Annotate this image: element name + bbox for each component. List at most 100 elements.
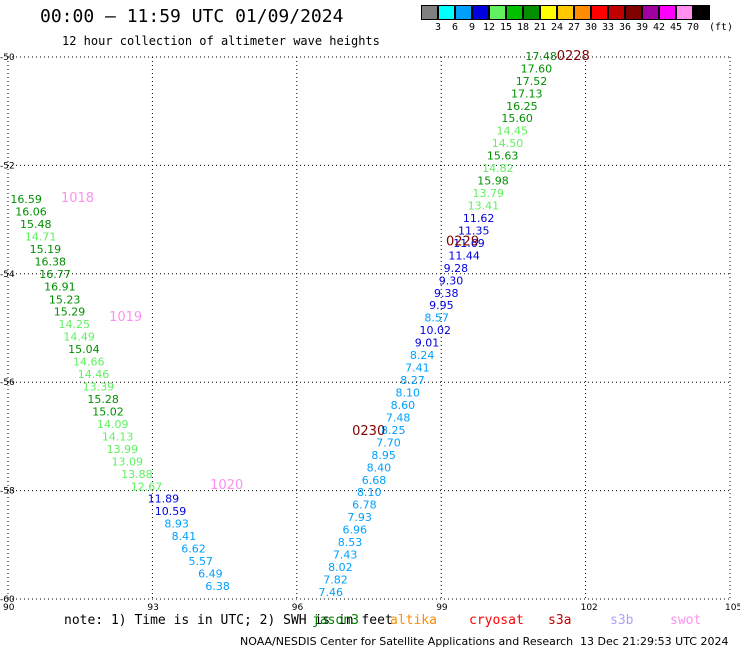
pass-time-label: 1020 xyxy=(210,478,243,493)
legend-swatch xyxy=(659,5,676,20)
wave-height-label: 11.62 xyxy=(463,212,495,225)
y-tick-label: -50 xyxy=(0,53,15,63)
wave-height-label: 11.35 xyxy=(458,224,490,237)
wave-height-label: 13.88 xyxy=(121,468,153,481)
wave-height-label: 16.91 xyxy=(44,280,76,293)
wave-height-label: 8.24 xyxy=(410,349,435,362)
wave-height-label: 7.48 xyxy=(386,411,411,424)
legend-swatch xyxy=(608,5,625,20)
wave-height-label: 17.60 xyxy=(521,62,553,75)
wave-height-label: 8.27 xyxy=(400,374,425,387)
mission-label-swot: swot xyxy=(670,613,702,628)
wave-height-label: 7.43 xyxy=(333,549,358,562)
wave-height-label: 14.46 xyxy=(78,368,110,381)
wave-height-label: 15.98 xyxy=(477,175,509,188)
wave-height-label: 15.02 xyxy=(92,405,124,418)
x-tick-label: 99 xyxy=(436,603,448,613)
wave-height-label: 16.59 xyxy=(10,193,42,206)
legend-value: 70 xyxy=(686,22,700,33)
wave-height-label: 7.82 xyxy=(323,573,348,586)
legend-value: 15 xyxy=(499,22,513,33)
wave-height-label: 8.93 xyxy=(164,518,189,531)
mission-label-jason3: jason3 xyxy=(312,613,359,628)
wave-height-label: 14.09 xyxy=(97,418,128,431)
wave-height-label: 8.02 xyxy=(328,561,353,574)
wave-height-label: 9.30 xyxy=(439,274,464,287)
wave-height-label: 8.60 xyxy=(391,399,416,412)
legend-swatch xyxy=(574,5,591,20)
wave-height-label: 5.57 xyxy=(189,555,214,568)
legend-swatch xyxy=(540,5,557,20)
x-tick-label: 105 xyxy=(725,603,740,613)
legend-value: 36 xyxy=(618,22,632,33)
legend-value: 33 xyxy=(601,22,615,33)
wave-height-label: 15.23 xyxy=(49,293,80,306)
wave-height-label: 15.60 xyxy=(501,112,533,125)
wave-height-label: 8.95 xyxy=(371,449,396,462)
legend-value: 9 xyxy=(468,22,476,33)
wave-height-label: 8.41 xyxy=(172,530,197,543)
wave-height-label: 6.96 xyxy=(343,524,368,537)
y-tick-label: -52 xyxy=(0,161,15,171)
legend-value: 24 xyxy=(550,22,564,33)
legend-swatch xyxy=(523,5,540,20)
wave-height-label: 14.25 xyxy=(59,318,91,331)
pass-time-label: 0229 xyxy=(446,234,479,249)
credit-line: NOAA/NESDIS Center for Satellite Applica… xyxy=(240,635,574,648)
wave-height-label: 9.95 xyxy=(429,299,454,312)
wave-height-label: 7.46 xyxy=(318,586,343,599)
wave-height-label: 8.10 xyxy=(357,486,382,499)
x-tick-label: 96 xyxy=(292,603,304,613)
legend-value: 18 xyxy=(516,22,530,33)
legend-swatch xyxy=(625,5,642,20)
wave-height-label: 9.38 xyxy=(434,287,459,300)
wave-height-label: 13.39 xyxy=(83,381,115,394)
legend-unit: (ft) xyxy=(708,22,734,33)
legend-value: 6 xyxy=(451,22,459,33)
wave-height-label: 14.66 xyxy=(73,356,105,369)
mission-label-altika: altika xyxy=(390,613,437,628)
pass-time-label: 0230 xyxy=(352,424,385,439)
wave-height-label: 6.38 xyxy=(205,580,230,593)
wave-height-label: 13.99 xyxy=(107,443,139,456)
legend-value: 39 xyxy=(635,22,649,33)
legend-value: 42 xyxy=(652,22,666,33)
wave-height-label: 14.13 xyxy=(102,430,134,443)
wave-height-label: 17.48 xyxy=(525,50,557,63)
legend-swatch xyxy=(506,5,523,20)
legend-swatch xyxy=(693,5,710,20)
legend-swatch xyxy=(489,5,506,20)
wave-height-label: 14.71 xyxy=(25,230,56,243)
y-tick-label: -58 xyxy=(0,487,15,497)
legend-swatch xyxy=(455,5,472,20)
mission-label-cryosat: cryosat xyxy=(469,613,524,628)
wave-height-label: 15.48 xyxy=(20,218,52,231)
wave-height-label: 13.09 xyxy=(111,455,143,468)
legend-swatch xyxy=(676,5,693,20)
wave-height-label: 17.13 xyxy=(511,87,543,100)
legend-value: 27 xyxy=(567,22,581,33)
wave-height-label: 6.68 xyxy=(362,474,387,487)
legend-swatch xyxy=(591,5,608,20)
legend-swatch xyxy=(557,5,574,20)
wave-height-label: 15.29 xyxy=(54,306,86,319)
wave-height-label: 16.77 xyxy=(39,268,71,281)
y-tick-label: -56 xyxy=(0,378,15,388)
legend-value: 45 xyxy=(669,22,683,33)
legend-value: 21 xyxy=(533,22,547,33)
pass-time-label: 0228 xyxy=(557,49,590,64)
wave-height-label: 9.28 xyxy=(444,262,469,275)
wave-height-label: 14.50 xyxy=(492,137,524,150)
wave-height-label: 15.28 xyxy=(87,393,119,406)
page-title: 00:00 – 11:59 UTC 01/09/2024 xyxy=(40,6,344,27)
wave-height-label: 8.57 xyxy=(424,312,449,325)
wave-height-label: 13.41 xyxy=(468,200,500,213)
wave-height-label: 14.45 xyxy=(497,125,529,138)
wave-height-label: 8.53 xyxy=(338,536,363,549)
wave-height-label: 15.63 xyxy=(487,150,518,163)
y-tick-label: -54 xyxy=(0,270,15,280)
legend-swatch xyxy=(438,5,455,20)
wave-height-label: 17.52 xyxy=(516,75,548,88)
wave-height-label: 16.06 xyxy=(15,205,47,218)
footer-note: note: 1) Time is in UTC; 2) SWH is in fe… xyxy=(64,613,393,628)
